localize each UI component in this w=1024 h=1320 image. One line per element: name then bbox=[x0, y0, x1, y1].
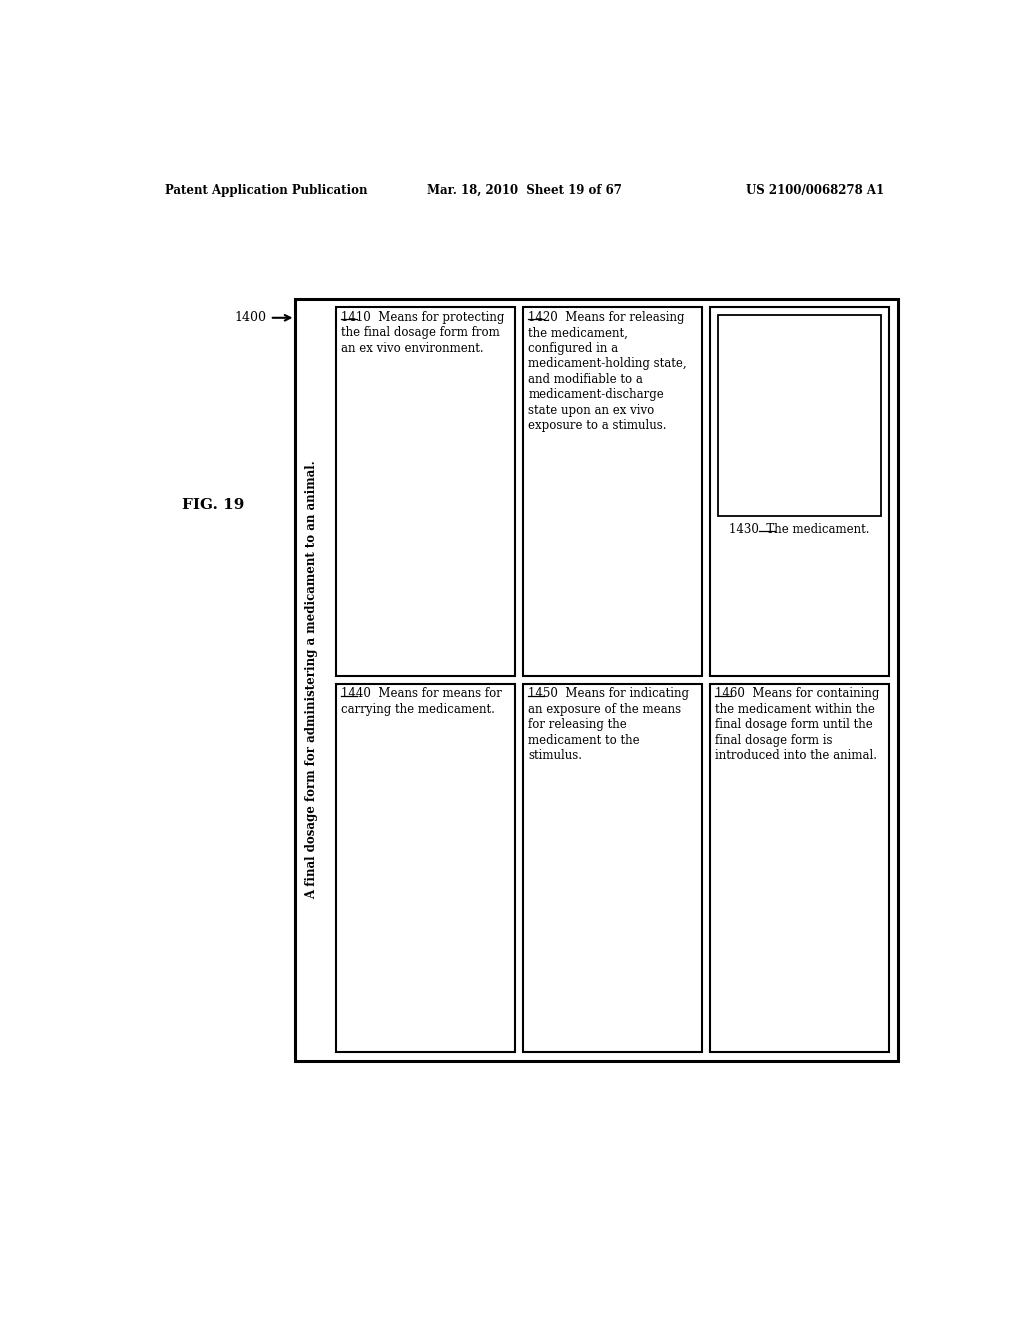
Text: 1440  Means for means for
carrying the medicament.: 1440 Means for means for carrying the me… bbox=[341, 688, 502, 715]
Text: 1450  Means for indicating
an exposure of the means
for releasing the
medicament: 1450 Means for indicating an exposure of… bbox=[528, 688, 689, 763]
Text: 1410  Means for protecting
the final dosage form from
an ex vivo environment.: 1410 Means for protecting the final dosa… bbox=[341, 312, 505, 355]
Text: US 2100/0068278 A1: US 2100/0068278 A1 bbox=[746, 183, 885, 197]
Bar bbox=[336, 308, 515, 676]
Text: Patent Application Publication: Patent Application Publication bbox=[165, 183, 368, 197]
Bar bbox=[522, 684, 702, 1052]
Bar bbox=[710, 308, 889, 676]
Text: Mar. 18, 2010  Sheet 19 of 67: Mar. 18, 2010 Sheet 19 of 67 bbox=[427, 183, 623, 197]
Text: FIG. 19: FIG. 19 bbox=[182, 498, 245, 512]
Text: 1460  Means for containing
the medicament within the
final dosage form until the: 1460 Means for containing the medicament… bbox=[715, 688, 880, 763]
Bar bbox=[295, 298, 898, 1061]
Text: A final dosage form for administering a medicament to an animal.: A final dosage form for administering a … bbox=[305, 461, 318, 899]
Text: 1430  The medicament.: 1430 The medicament. bbox=[729, 523, 869, 536]
Bar bbox=[710, 684, 889, 1052]
Bar bbox=[522, 308, 702, 676]
Bar bbox=[336, 684, 515, 1052]
Text: 1400: 1400 bbox=[234, 312, 266, 325]
Bar bbox=[718, 315, 881, 516]
Text: 1420  Means for releasing
the medicament,
configured in a
medicament-holding sta: 1420 Means for releasing the medicament,… bbox=[528, 312, 687, 433]
